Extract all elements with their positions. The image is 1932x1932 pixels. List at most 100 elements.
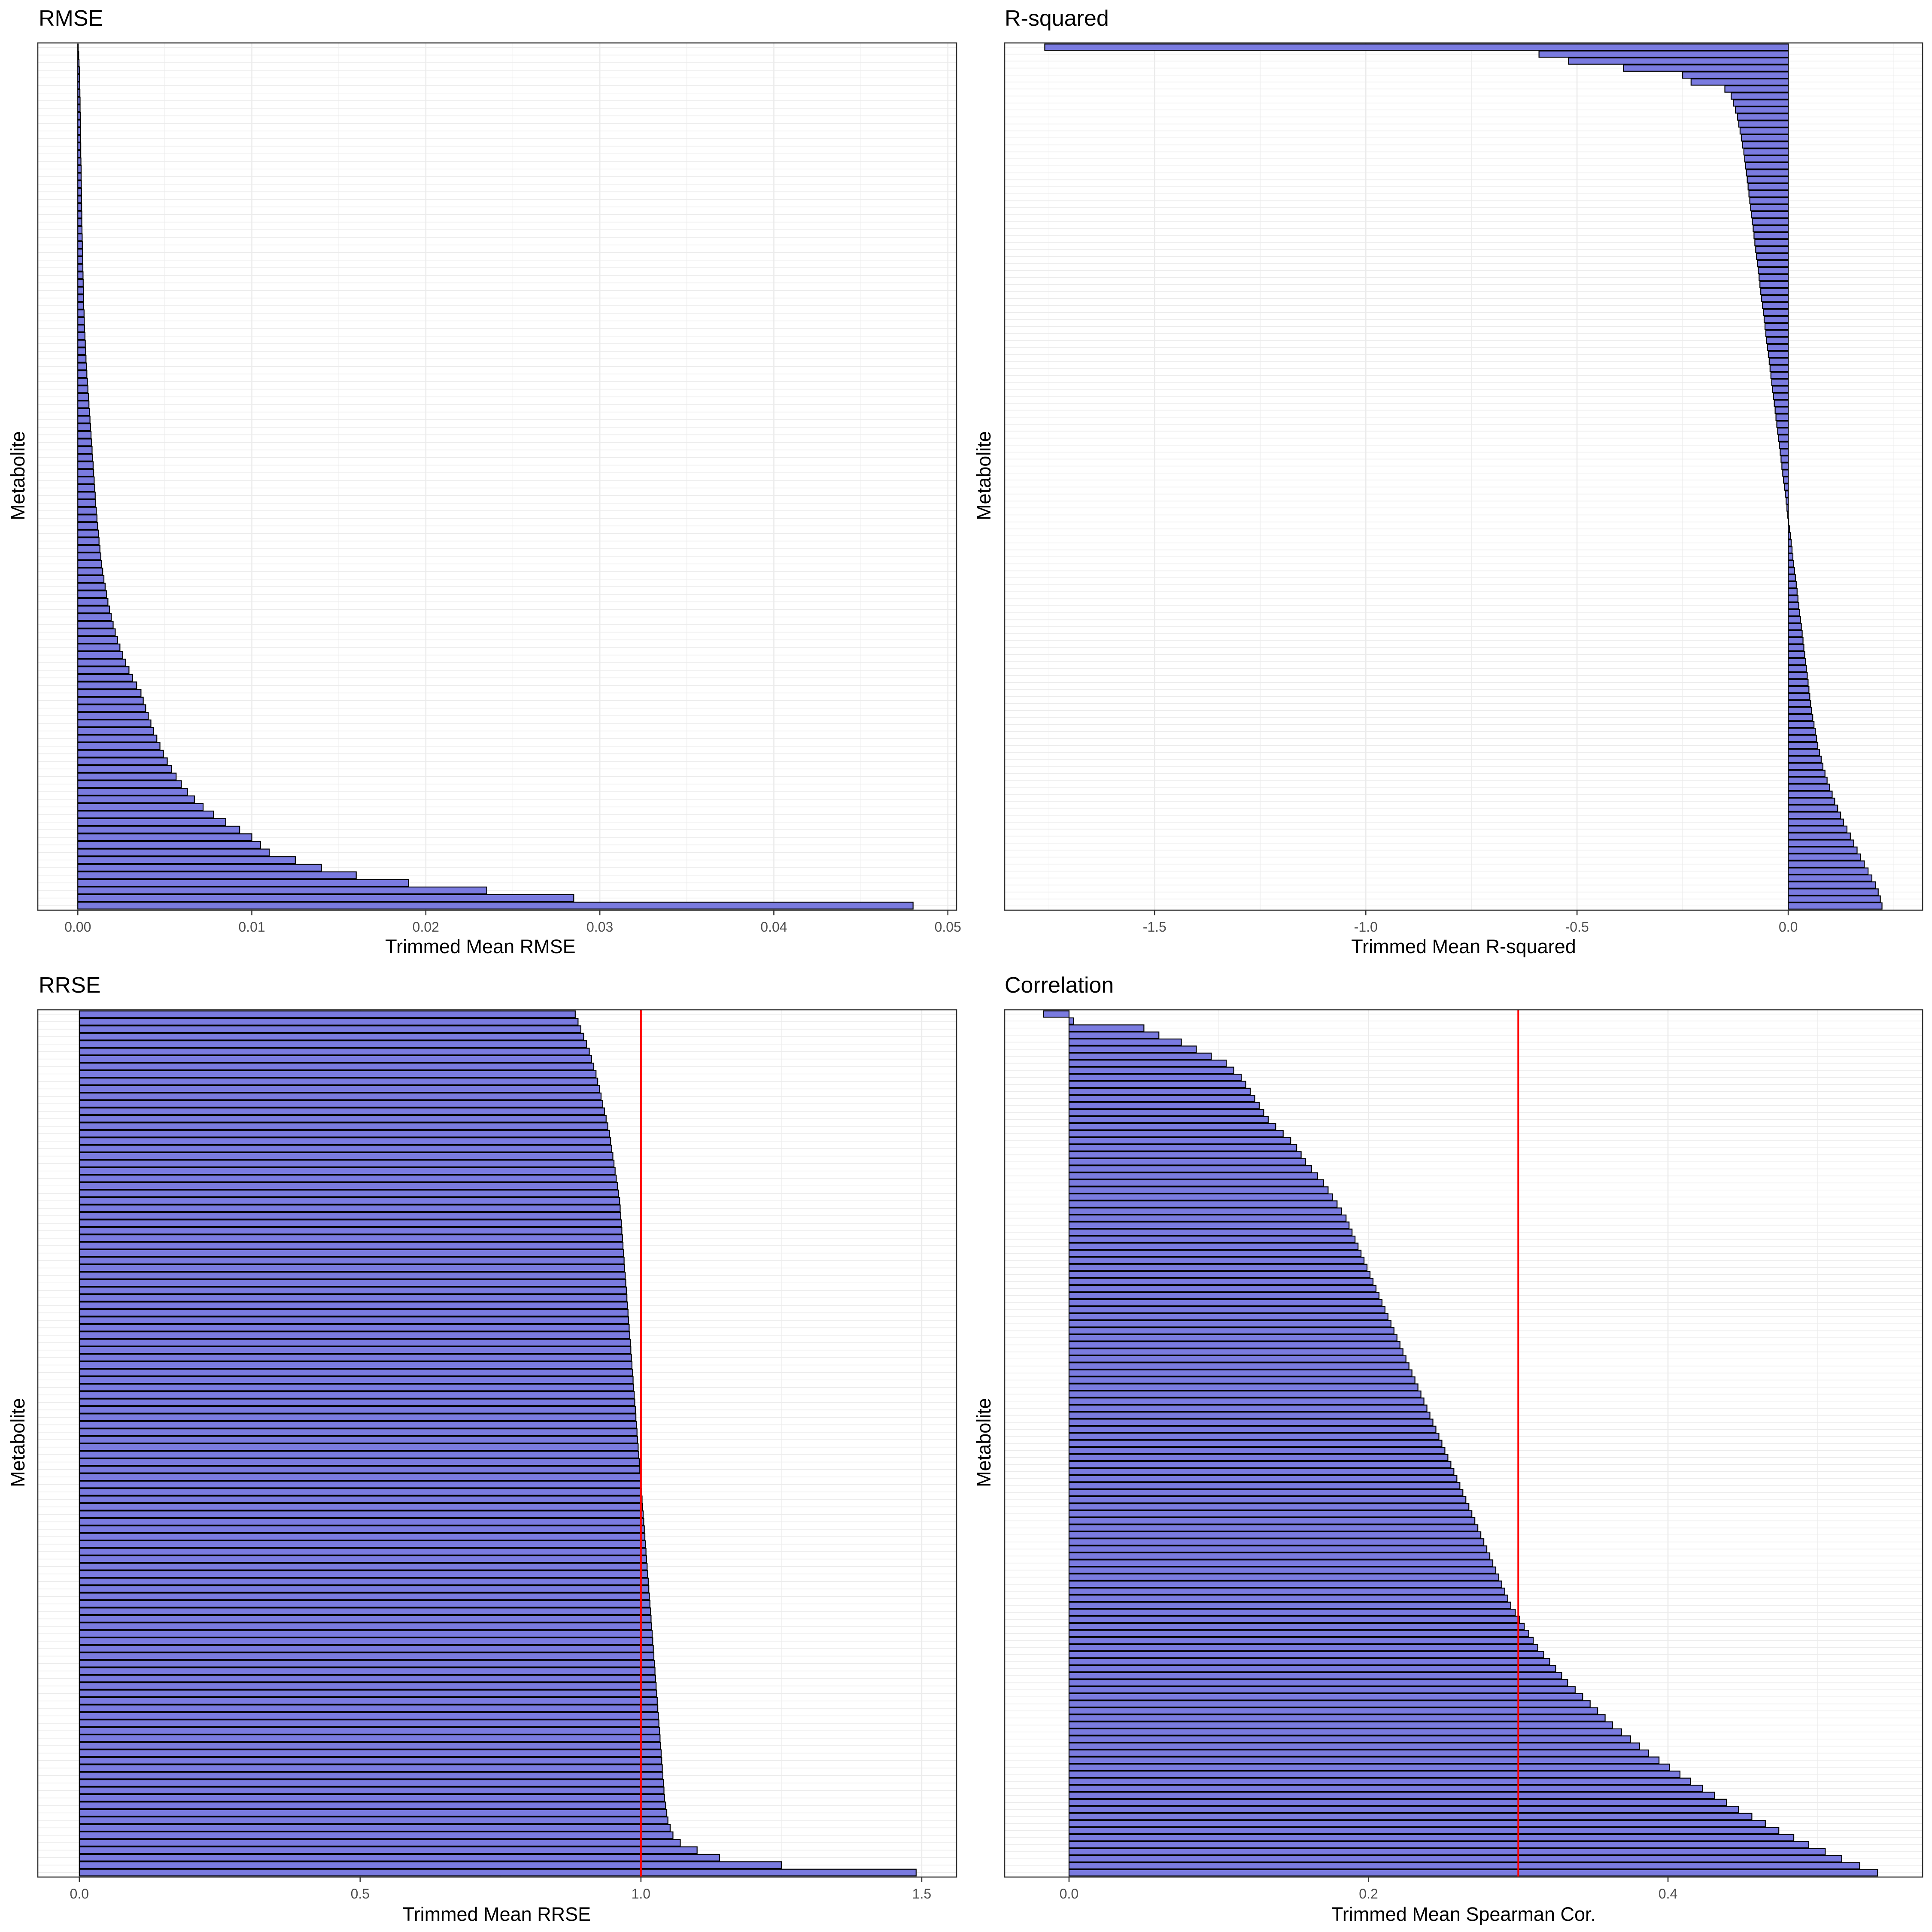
- bar: [1068, 1214, 1347, 1222]
- bar: [1743, 148, 1789, 156]
- panel-border: [1004, 42, 1923, 911]
- bar: [77, 264, 84, 272]
- bar: [79, 1301, 628, 1309]
- bar: [79, 1712, 659, 1720]
- bar: [1788, 679, 1809, 687]
- bar: [77, 89, 81, 97]
- bar: [1788, 525, 1790, 533]
- bar: [1068, 1792, 1715, 1799]
- bar: [1788, 839, 1854, 847]
- bar: [79, 1174, 617, 1182]
- bar: [77, 886, 487, 895]
- bar: [1068, 1348, 1403, 1356]
- panel-border: [37, 1009, 957, 1878]
- bar: [1788, 532, 1791, 540]
- bar: [1788, 630, 1803, 638]
- bar: [1068, 1763, 1670, 1771]
- bar: [77, 97, 81, 105]
- bar: [77, 461, 94, 469]
- bar: [1765, 330, 1789, 337]
- bar: [1068, 1855, 1842, 1862]
- bar: [1068, 1017, 1074, 1025]
- bar: [1746, 169, 1789, 176]
- bar: [1788, 769, 1826, 777]
- bar: [1068, 1601, 1511, 1609]
- bar: [1741, 134, 1789, 142]
- bar: [79, 1092, 602, 1100]
- bar: [1068, 1574, 1500, 1581]
- bar: [77, 568, 103, 576]
- bar: [1783, 476, 1789, 484]
- bar: [79, 1167, 616, 1175]
- bar: [79, 1809, 668, 1817]
- bar: [1068, 1355, 1406, 1363]
- bar: [77, 620, 114, 629]
- bar: [1068, 1095, 1255, 1103]
- bar: [1788, 902, 1883, 910]
- x-tick-label: 0.4: [1659, 1886, 1677, 1902]
- bar: [1068, 1580, 1503, 1588]
- bar: [1788, 651, 1805, 659]
- panel-title: RMSE: [39, 6, 103, 31]
- bar: [1774, 407, 1789, 414]
- bar: [77, 544, 100, 553]
- bar: [77, 347, 86, 355]
- panel-background: [38, 43, 957, 910]
- bar: [79, 1443, 639, 1451]
- bar: [1753, 225, 1789, 233]
- bar: [1735, 106, 1789, 114]
- bar: [1788, 895, 1881, 903]
- x-tick-label: 0.05: [935, 919, 961, 935]
- bar: [1068, 1496, 1467, 1504]
- bar: [77, 765, 172, 773]
- panel-rmse: RMSE Trimmed Mean RMSE Metabolite 0.00 0.…: [7, 6, 961, 957]
- bar: [1068, 1721, 1613, 1729]
- bar: [77, 818, 226, 826]
- bar: [1068, 1299, 1383, 1306]
- bar: [1770, 371, 1789, 379]
- bar: [77, 74, 80, 82]
- bar: [1068, 1693, 1583, 1701]
- bar: [79, 1324, 630, 1332]
- x-tick-label: 0.5: [351, 1886, 370, 1902]
- bar: [77, 325, 85, 333]
- bar: [77, 58, 80, 67]
- bar: [79, 1100, 604, 1108]
- bar: [1068, 1587, 1506, 1595]
- bar: [79, 1085, 600, 1093]
- bar: [1068, 1468, 1455, 1476]
- bar: [1068, 1798, 1727, 1806]
- bar: [1068, 1419, 1434, 1426]
- bar: [79, 1406, 636, 1414]
- bar: [77, 651, 123, 659]
- bar: [1788, 832, 1851, 840]
- bar: [77, 681, 137, 690]
- bar: [77, 362, 87, 371]
- bar: [77, 788, 188, 796]
- bar: [77, 476, 95, 484]
- x-tick-label: 0.01: [238, 919, 265, 935]
- bar: [1751, 211, 1789, 219]
- bar: [1788, 644, 1804, 651]
- bar: [1068, 1249, 1362, 1257]
- bar: [77, 377, 88, 386]
- bar: [77, 583, 106, 591]
- bar: [1068, 1130, 1284, 1138]
- bar: [79, 1719, 659, 1727]
- bar: [1731, 92, 1789, 100]
- bar: [1785, 490, 1789, 498]
- bar: [1788, 749, 1820, 756]
- bar: [1068, 1651, 1544, 1659]
- bar: [1788, 846, 1858, 854]
- bar: [79, 1794, 665, 1802]
- x-tick-label: 0.0: [1060, 1886, 1078, 1902]
- bar: [79, 1115, 607, 1123]
- bar: [1788, 790, 1833, 798]
- bar: [79, 1853, 720, 1862]
- bar: [79, 1488, 642, 1496]
- bar: [79, 1846, 698, 1854]
- bar: [79, 1659, 655, 1668]
- bar: [79, 1122, 608, 1130]
- bar: [1068, 1454, 1449, 1461]
- bar: [77, 438, 92, 447]
